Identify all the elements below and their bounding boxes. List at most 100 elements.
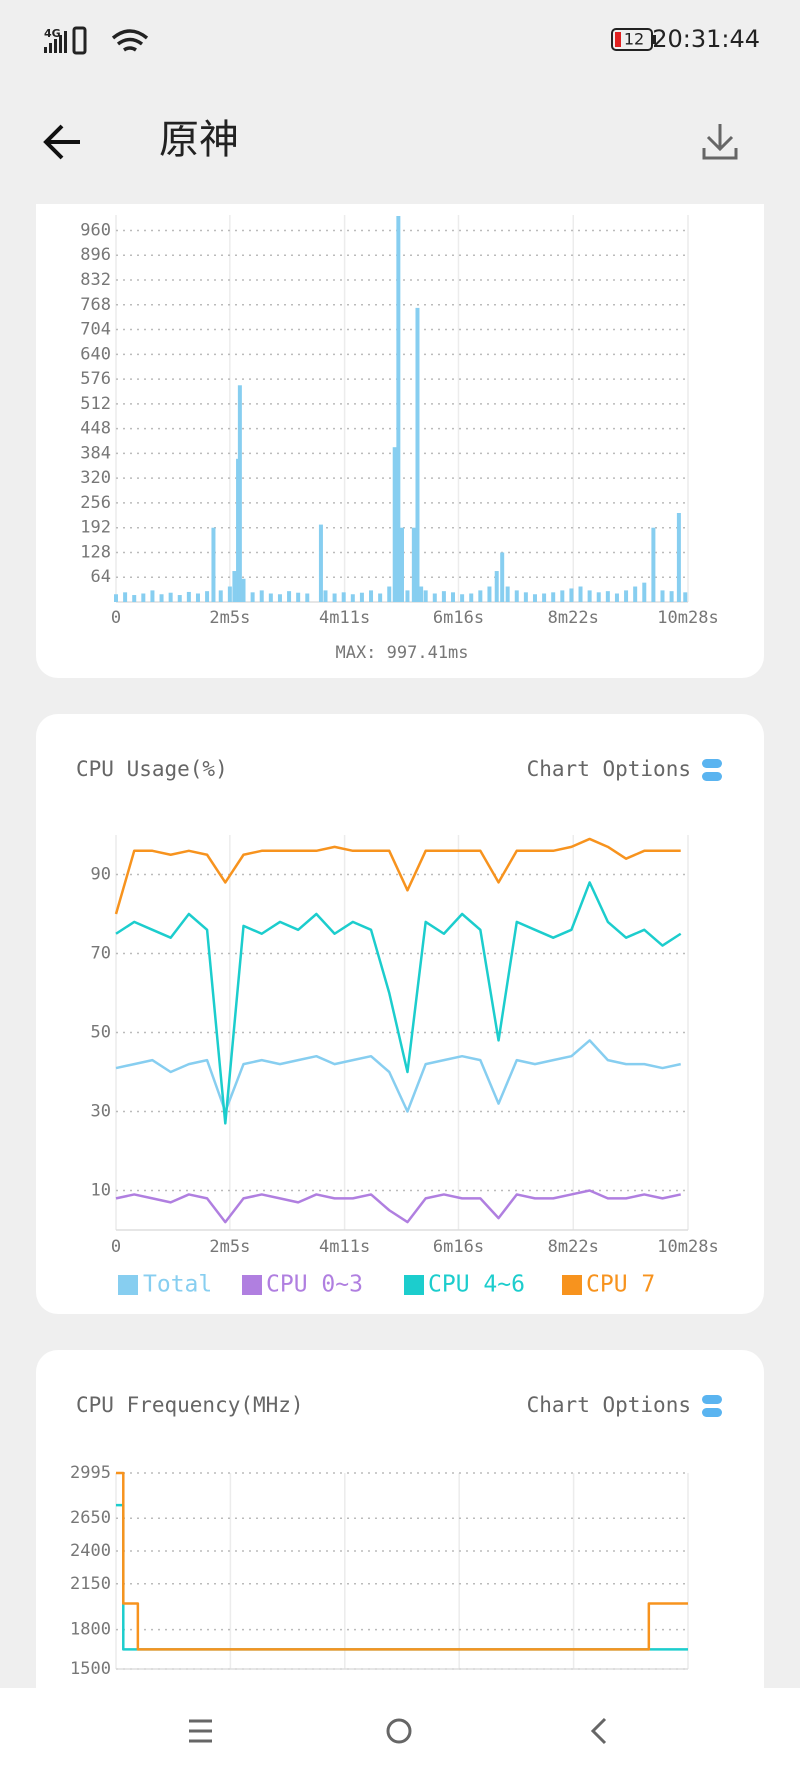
y-tick-label: 2650	[70, 1508, 111, 1528]
x-tick-label: 0	[111, 608, 121, 628]
y-tick-label: 576	[80, 369, 111, 389]
bar	[596, 592, 601, 602]
bar	[259, 590, 264, 602]
bar	[237, 385, 242, 602]
bar	[560, 590, 565, 602]
y-tick-label: 256	[80, 493, 111, 513]
bar	[296, 592, 301, 602]
chart-options: Chart Options	[527, 1393, 691, 1417]
signal-icon	[44, 26, 87, 55]
bar	[227, 586, 232, 602]
back-button[interactable]	[43, 124, 80, 160]
y-tick-label: 896	[80, 245, 111, 265]
bar	[341, 592, 346, 602]
download-button[interactable]	[702, 124, 738, 160]
bar	[532, 594, 537, 602]
options-icon	[702, 772, 722, 781]
bar	[369, 590, 374, 602]
bar	[177, 595, 182, 602]
battery-tip	[653, 35, 656, 44]
x-tick-label: 6m16s	[433, 608, 484, 628]
bar	[478, 590, 483, 602]
x-tick-label: 0	[111, 1237, 121, 1257]
bar	[211, 527, 216, 602]
bar	[523, 592, 528, 602]
bar	[569, 588, 574, 602]
page-title: 原神	[159, 117, 239, 163]
y-tick-label: 384	[80, 443, 111, 463]
bar	[500, 552, 505, 602]
bar	[441, 591, 446, 602]
bar	[195, 593, 200, 602]
app-bar	[0, 0, 800, 204]
bar	[469, 593, 474, 602]
bar	[186, 591, 191, 602]
legend-label: CPU 4~6	[428, 1272, 525, 1298]
legend-label: CPU 0~3	[266, 1272, 363, 1298]
bar	[669, 591, 674, 602]
bar	[141, 593, 146, 602]
y-tick-label: 320	[80, 468, 111, 488]
bar	[460, 594, 465, 602]
x-tick-label: 2m5s	[209, 1237, 250, 1257]
legend-swatch	[118, 1275, 138, 1295]
x-tick-label: 10m28s	[657, 608, 718, 628]
bar	[494, 571, 499, 602]
bar	[150, 590, 155, 602]
y-tick-label: 2400	[70, 1541, 111, 1561]
bar	[387, 586, 392, 602]
battery-level	[615, 32, 621, 47]
y-tick-label: 70	[91, 944, 111, 964]
bar	[400, 527, 404, 602]
bar	[392, 447, 397, 602]
home-button[interactable]	[386, 1718, 412, 1744]
y-tick-label: 30	[91, 1102, 111, 1122]
bar	[676, 512, 681, 602]
bar	[415, 307, 420, 602]
max-label: MAX: 997.41ms	[335, 643, 468, 663]
bar	[159, 594, 164, 602]
bar	[432, 593, 437, 602]
bar	[218, 590, 223, 602]
bar	[268, 593, 273, 602]
back-nav-button[interactable]	[590, 1717, 607, 1745]
battery-text: 12	[624, 30, 644, 49]
bar	[359, 592, 364, 602]
bar	[323, 590, 328, 602]
bar	[514, 590, 519, 602]
bar	[419, 586, 424, 602]
bar	[250, 592, 255, 602]
bar	[396, 216, 401, 603]
bar	[578, 586, 583, 602]
menu-button[interactable]	[189, 1719, 212, 1743]
bar	[332, 593, 337, 602]
legend-swatch	[242, 1275, 262, 1295]
bar	[423, 590, 428, 602]
x-tick-label: 8m22s	[548, 1237, 599, 1257]
bar	[651, 527, 656, 602]
bar	[551, 592, 556, 602]
bar	[633, 586, 638, 602]
bar	[123, 592, 128, 602]
y-tick-label: 640	[80, 344, 111, 364]
charts: 0 2m5s 4m11s 6m16s 8m22s 10m28s 64 128 192 256 320…	[70, 215, 722, 1679]
bar	[168, 592, 173, 602]
bar	[660, 590, 665, 602]
series-line	[115, 1189, 681, 1224]
options-icon	[702, 1395, 722, 1404]
usage-card	[36, 714, 764, 1314]
series-line	[115, 881, 682, 1125]
bar	[287, 591, 292, 602]
bar	[205, 591, 210, 602]
bar	[683, 592, 688, 602]
y-tick-label: 50	[91, 1023, 111, 1043]
y-tick-label: 512	[80, 394, 111, 414]
chart-options: Chart Options	[527, 757, 691, 781]
bar	[405, 590, 410, 602]
y-tick-label: 1500	[70, 1659, 111, 1679]
wifi-icon	[111, 29, 149, 52]
y-tick-label: 960	[80, 220, 111, 240]
y-tick-label: 10	[91, 1181, 111, 1201]
legend-swatch	[562, 1275, 582, 1295]
